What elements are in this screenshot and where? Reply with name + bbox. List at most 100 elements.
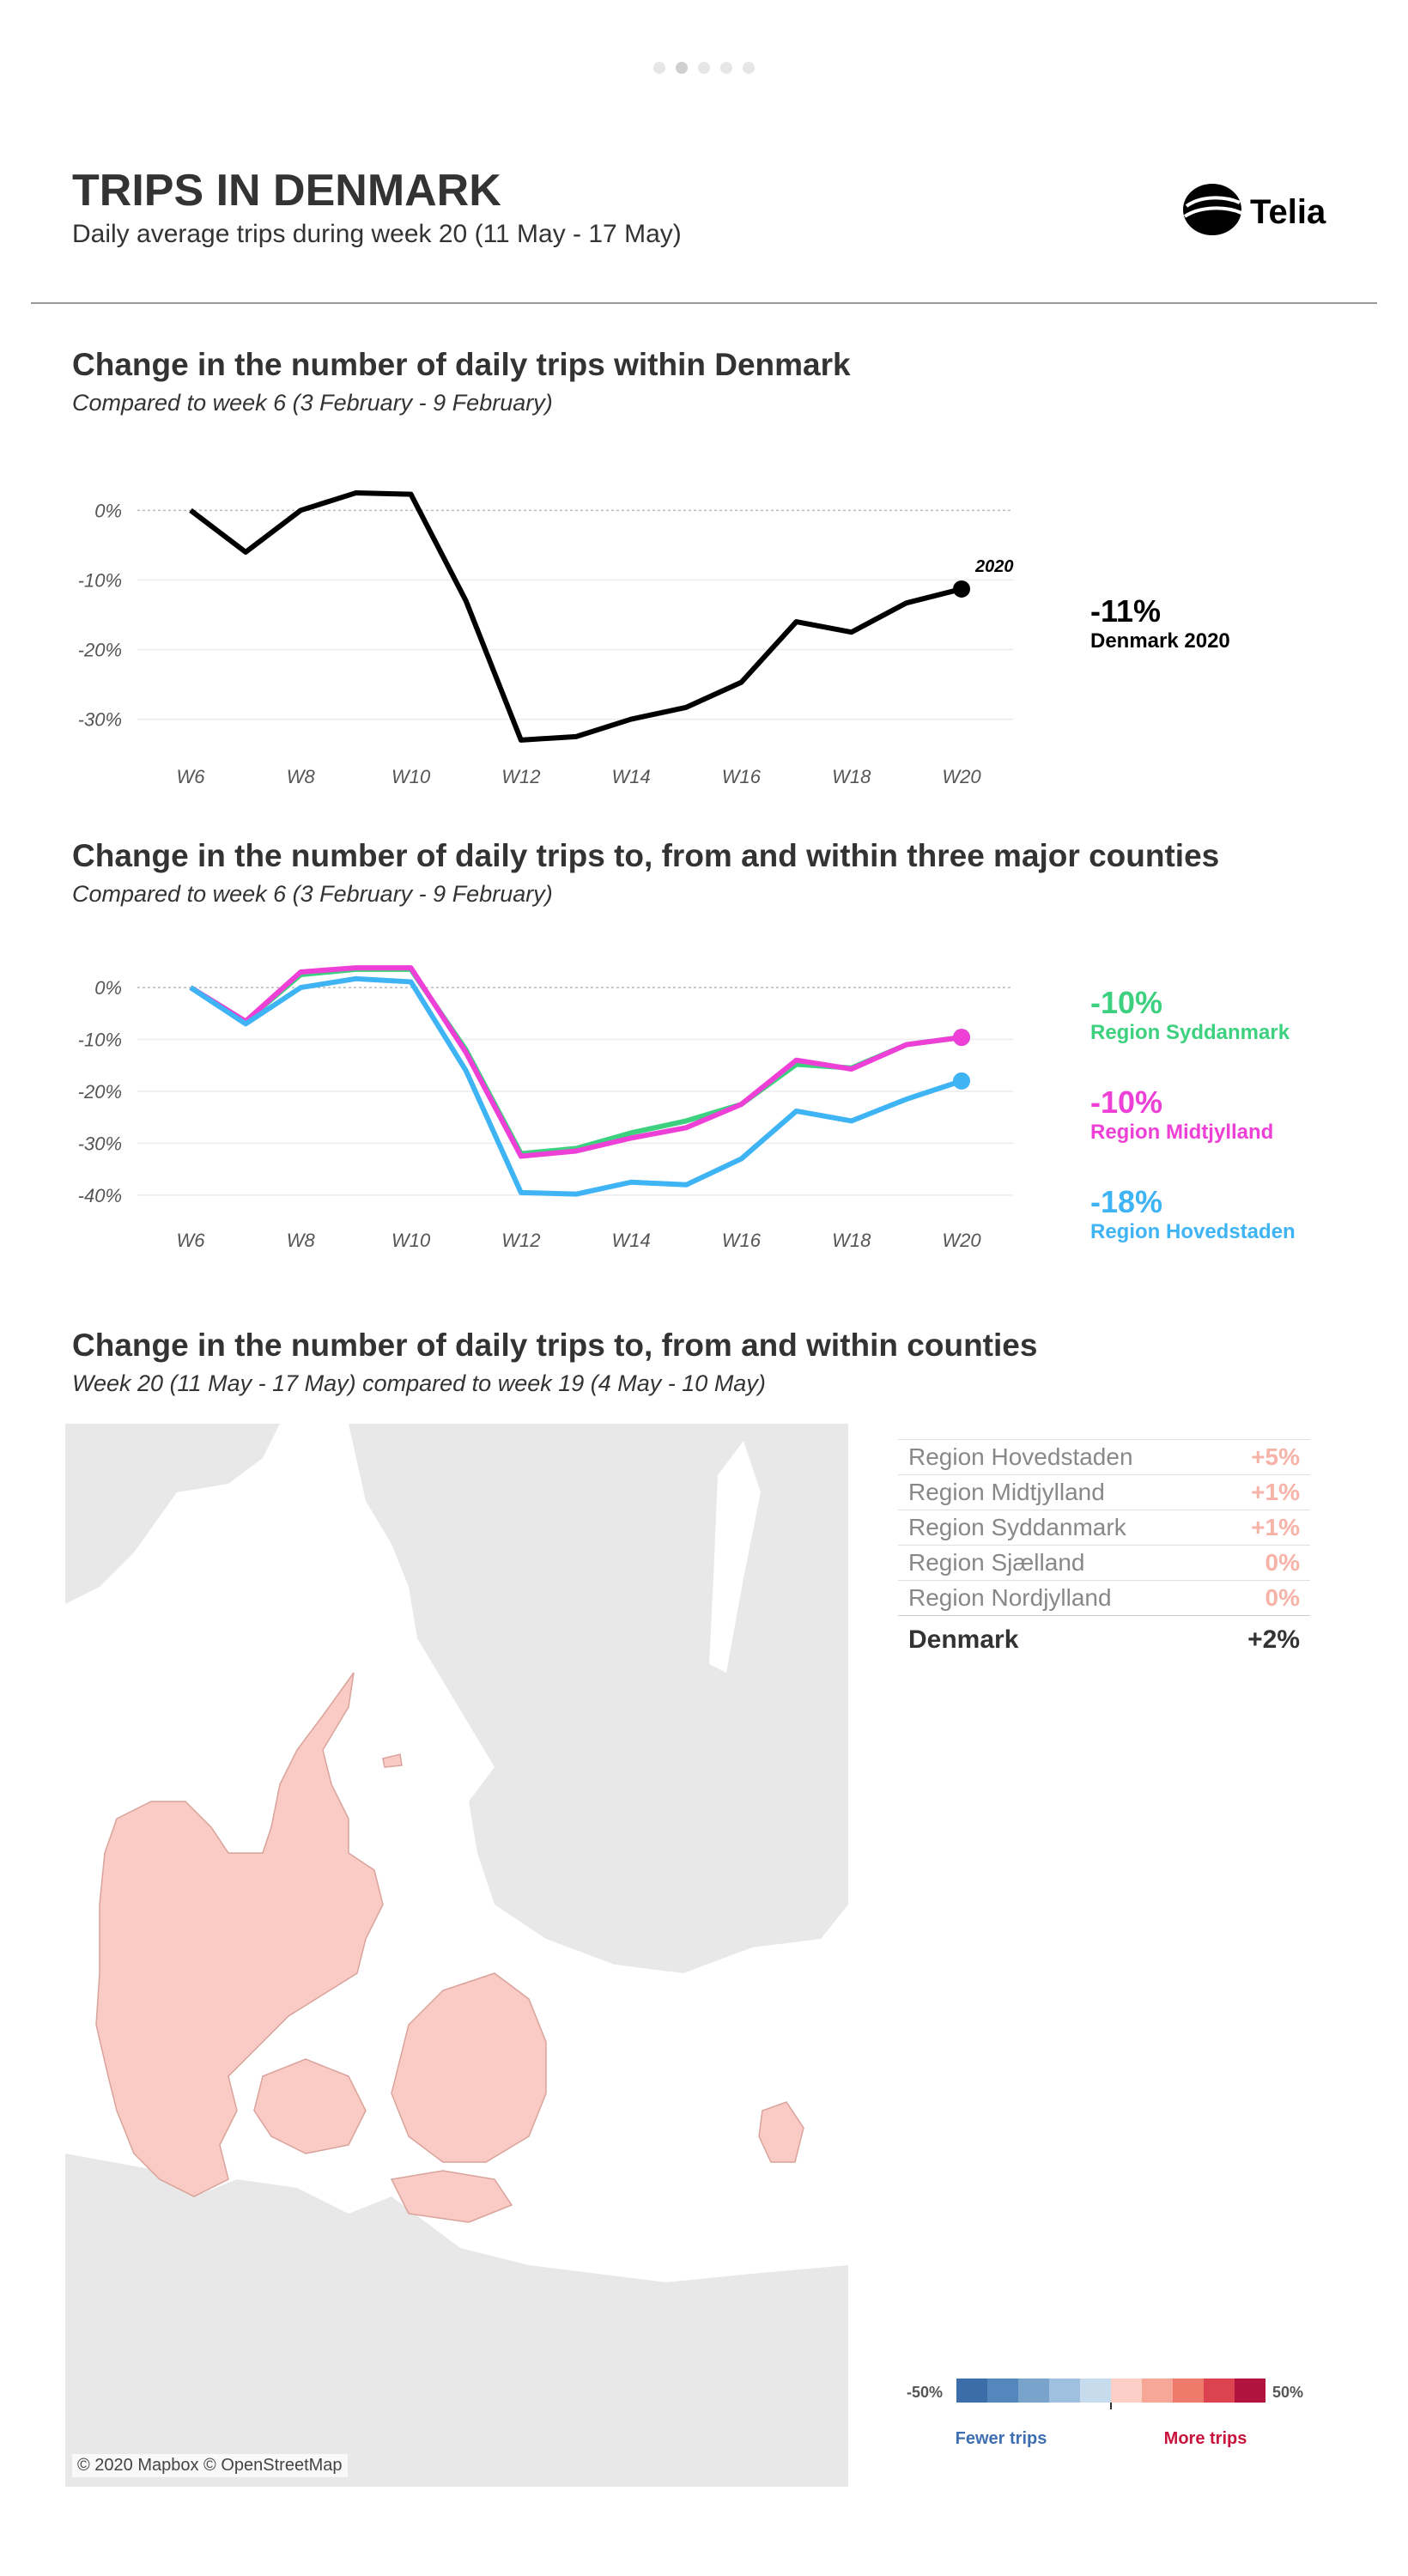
page-dot[interactable]	[720, 62, 732, 74]
region-name: Region Syddanmark	[908, 1514, 1126, 1540]
region-change: +2%	[1247, 1625, 1300, 1654]
callout-midtjylland-label: Region Midtjylland	[1090, 1121, 1274, 1144]
map-region-lolland	[390, 2170, 513, 2223]
y-tick-label: -30%	[78, 1133, 122, 1154]
legend-swatch	[1018, 2379, 1049, 2403]
x-tick-label: W12	[501, 766, 540, 787]
page-dot[interactable]	[676, 62, 688, 74]
callout-midtjylland: -10% Region Midtjylland	[1090, 1085, 1273, 1145]
x-tick-label: W16	[722, 1230, 762, 1251]
series-label: 2020	[974, 557, 1014, 576]
callout-hovedstaden-label: Region Hovedstaden	[1090, 1220, 1296, 1243]
regions-table: Region Hovedstaden +5% Region Midtjyllan…	[898, 1439, 1310, 1664]
region-change: +5%	[1251, 1443, 1300, 1470]
table-total-row: Denmark +2%	[898, 1615, 1310, 1664]
region-name: Denmark	[908, 1625, 1019, 1654]
section3-title: Change in the number of daily trips to, …	[72, 1327, 1038, 1363]
table-row: Region Sjælland 0%	[898, 1545, 1310, 1580]
y-tick-label: -10%	[78, 569, 122, 591]
color-legend: -50% 50% Fewer trips More trips	[907, 2379, 1303, 2448]
section2-subtitle: Compared to week 6 (3 February - 9 Febru…	[72, 881, 553, 907]
table-row: Region Syddanmark +1%	[898, 1510, 1310, 1545]
table-row: Region Midtjylland +1%	[898, 1474, 1310, 1510]
map-region-funen	[253, 2058, 367, 2154]
region-change: +1%	[1251, 1479, 1300, 1505]
header-divider	[31, 302, 1377, 304]
y-tick-label: 0%	[94, 977, 122, 999]
region-name: Region Sjælland	[908, 1549, 1085, 1576]
section1-subtitle: Compared to week 6 (3 February - 9 Febru…	[72, 390, 553, 416]
map-land-gotland	[709, 1441, 761, 1673]
section3-subtitle: Week 20 (11 May - 17 May) compared to we…	[72, 1370, 766, 1396]
series-line	[189, 965, 962, 1159]
region-name: Region Midtjylland	[908, 1479, 1105, 1505]
y-tick-label: -40%	[78, 1185, 122, 1206]
x-tick-label: W18	[832, 766, 871, 787]
x-tick-label: W20	[942, 1230, 981, 1251]
map-island-anholt	[382, 1753, 403, 1768]
region-name: Region Nordjylland	[908, 1584, 1112, 1611]
y-tick-label: -10%	[78, 1030, 122, 1051]
national-callout: -11% Denmark 2020	[1090, 594, 1230, 654]
region-change: +1%	[1251, 1514, 1300, 1540]
national-callout-value: -11%	[1090, 593, 1162, 629]
region-change: 0%	[1265, 1584, 1300, 1611]
map-island-bornholm	[758, 2101, 804, 2163]
region-change: 0%	[1265, 1549, 1300, 1576]
map-region-zealand	[391, 1972, 547, 2163]
section1-title: Change in the number of daily trips with…	[72, 347, 851, 382]
page-title: TRIPS IN DENMARK	[72, 166, 501, 216]
table-row: Region Nordjylland 0%	[898, 1580, 1310, 1615]
callout-syddanmark: -10% Region Syddanmark	[1090, 986, 1290, 1046]
x-tick-label: W8	[287, 1230, 316, 1251]
legend-fewer-label: Fewer trips	[956, 2429, 1047, 2448]
x-tick-label: W20	[942, 766, 981, 787]
callout-hovedstaden-value: -18%	[1090, 1184, 1163, 1219]
telia-logo: Telia	[1183, 184, 1326, 235]
legend-swatch	[1142, 2379, 1173, 2403]
page-dot[interactable]	[653, 62, 665, 74]
map-land-germany	[65, 2154, 848, 2487]
legend-swatch	[987, 2379, 1018, 2403]
national-trips-chart: 0% -10% -20% -30% W6 W8 W10 W12 W14 W16 W18 W20 2020	[78, 490, 1014, 787]
legend-swatch	[956, 2379, 987, 2403]
map-region-jutland	[95, 1672, 384, 2197]
map-credit: © 2020 Mapbox © OpenStreetMap	[72, 2454, 348, 2477]
series-end-point	[953, 1029, 970, 1047]
x-tick-label: W14	[612, 1230, 651, 1251]
series-end-point	[953, 580, 970, 598]
legend-swatch	[1049, 2379, 1080, 2403]
telia-logo-icon	[1183, 184, 1242, 235]
callout-syddanmark-label: Region Syddanmark	[1090, 1021, 1290, 1044]
x-tick-label: W6	[177, 1230, 206, 1251]
section2-title: Change in the number of daily trips to, …	[72, 838, 1220, 873]
y-tick-label: -20%	[78, 1081, 122, 1103]
x-tick-label: W14	[612, 766, 651, 787]
legend-more-label: More trips	[1164, 2429, 1247, 2448]
x-tick-label: W12	[501, 1230, 540, 1251]
denmark-map[interactable]	[65, 1424, 848, 2487]
national-callout-label: Denmark 2020	[1090, 629, 1230, 653]
legend-swatch	[1204, 2379, 1235, 2403]
callout-midtjylland-value: -10%	[1090, 1084, 1163, 1120]
map-land-norway	[65, 1424, 280, 1604]
x-tick-label: W18	[832, 1230, 871, 1251]
legend-swatch	[1173, 2379, 1204, 2403]
series-line	[189, 975, 962, 1197]
page-dot[interactable]	[698, 62, 710, 74]
legend-swatch	[1080, 2379, 1111, 2403]
legend-max-label: 50%	[1272, 2384, 1303, 2401]
table-row: Region Hovedstaden +5%	[898, 1439, 1310, 1474]
legend-swatch	[1111, 2379, 1142, 2403]
x-tick-label: W10	[391, 766, 431, 787]
series-end-point	[953, 1072, 970, 1090]
x-tick-label: W8	[287, 766, 316, 787]
page-subtitle: Daily average trips during week 20 (11 M…	[72, 220, 682, 248]
region-name: Region Hovedstaden	[908, 1443, 1133, 1470]
series-line	[189, 490, 962, 743]
y-tick-label: -20%	[78, 639, 122, 660]
y-tick-label: -30%	[78, 709, 122, 731]
page-dot[interactable]	[743, 62, 755, 74]
counties-trips-chart: 0% -10% -20% -30% -40% W6 W8 W10 W12 W14 W16 W18 W20	[78, 965, 1013, 1251]
legend-swatch	[1235, 2379, 1265, 2403]
